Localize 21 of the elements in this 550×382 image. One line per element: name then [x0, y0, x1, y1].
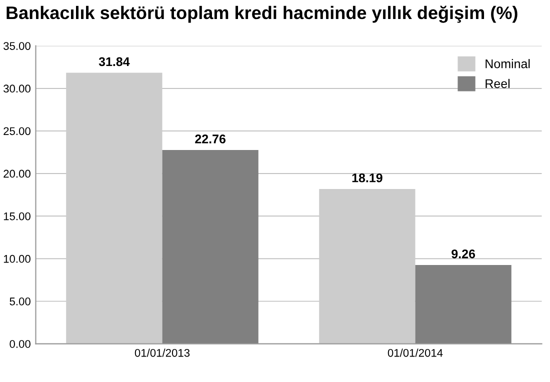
data-label: 9.26 [452, 249, 476, 258]
y-tick-label: 20.00 [4, 170, 30, 178]
chart-title: Bankacılık sektörü toplam kredi hacminde yıllık değişim (%) [6, 6, 518, 23]
x-tick-label: 01/01/2013 [134, 348, 190, 357]
y-tick-label: 15.00 [4, 212, 30, 220]
y-tick-label: 10.00 [4, 254, 30, 263]
bar [319, 188, 416, 344]
bar [415, 264, 512, 344]
legend-label: Nominal [486, 59, 530, 68]
y-tick-label: 0.00 [10, 340, 30, 348]
bar [66, 72, 162, 344]
x-tick-label: 01/01/2014 [388, 348, 443, 357]
y-tick-label: 25.00 [4, 127, 30, 136]
legend-label: Reel [486, 78, 510, 88]
data-label: 18.19 [352, 173, 382, 182]
y-tick-label: 35.00 [4, 42, 30, 50]
y-tick-label: 30.00 [4, 84, 30, 93]
y-tick-label: 5.00 [10, 298, 30, 306]
bar [162, 150, 258, 344]
data-label: 22.76 [195, 134, 226, 144]
data-label: 31.84 [98, 57, 130, 66]
